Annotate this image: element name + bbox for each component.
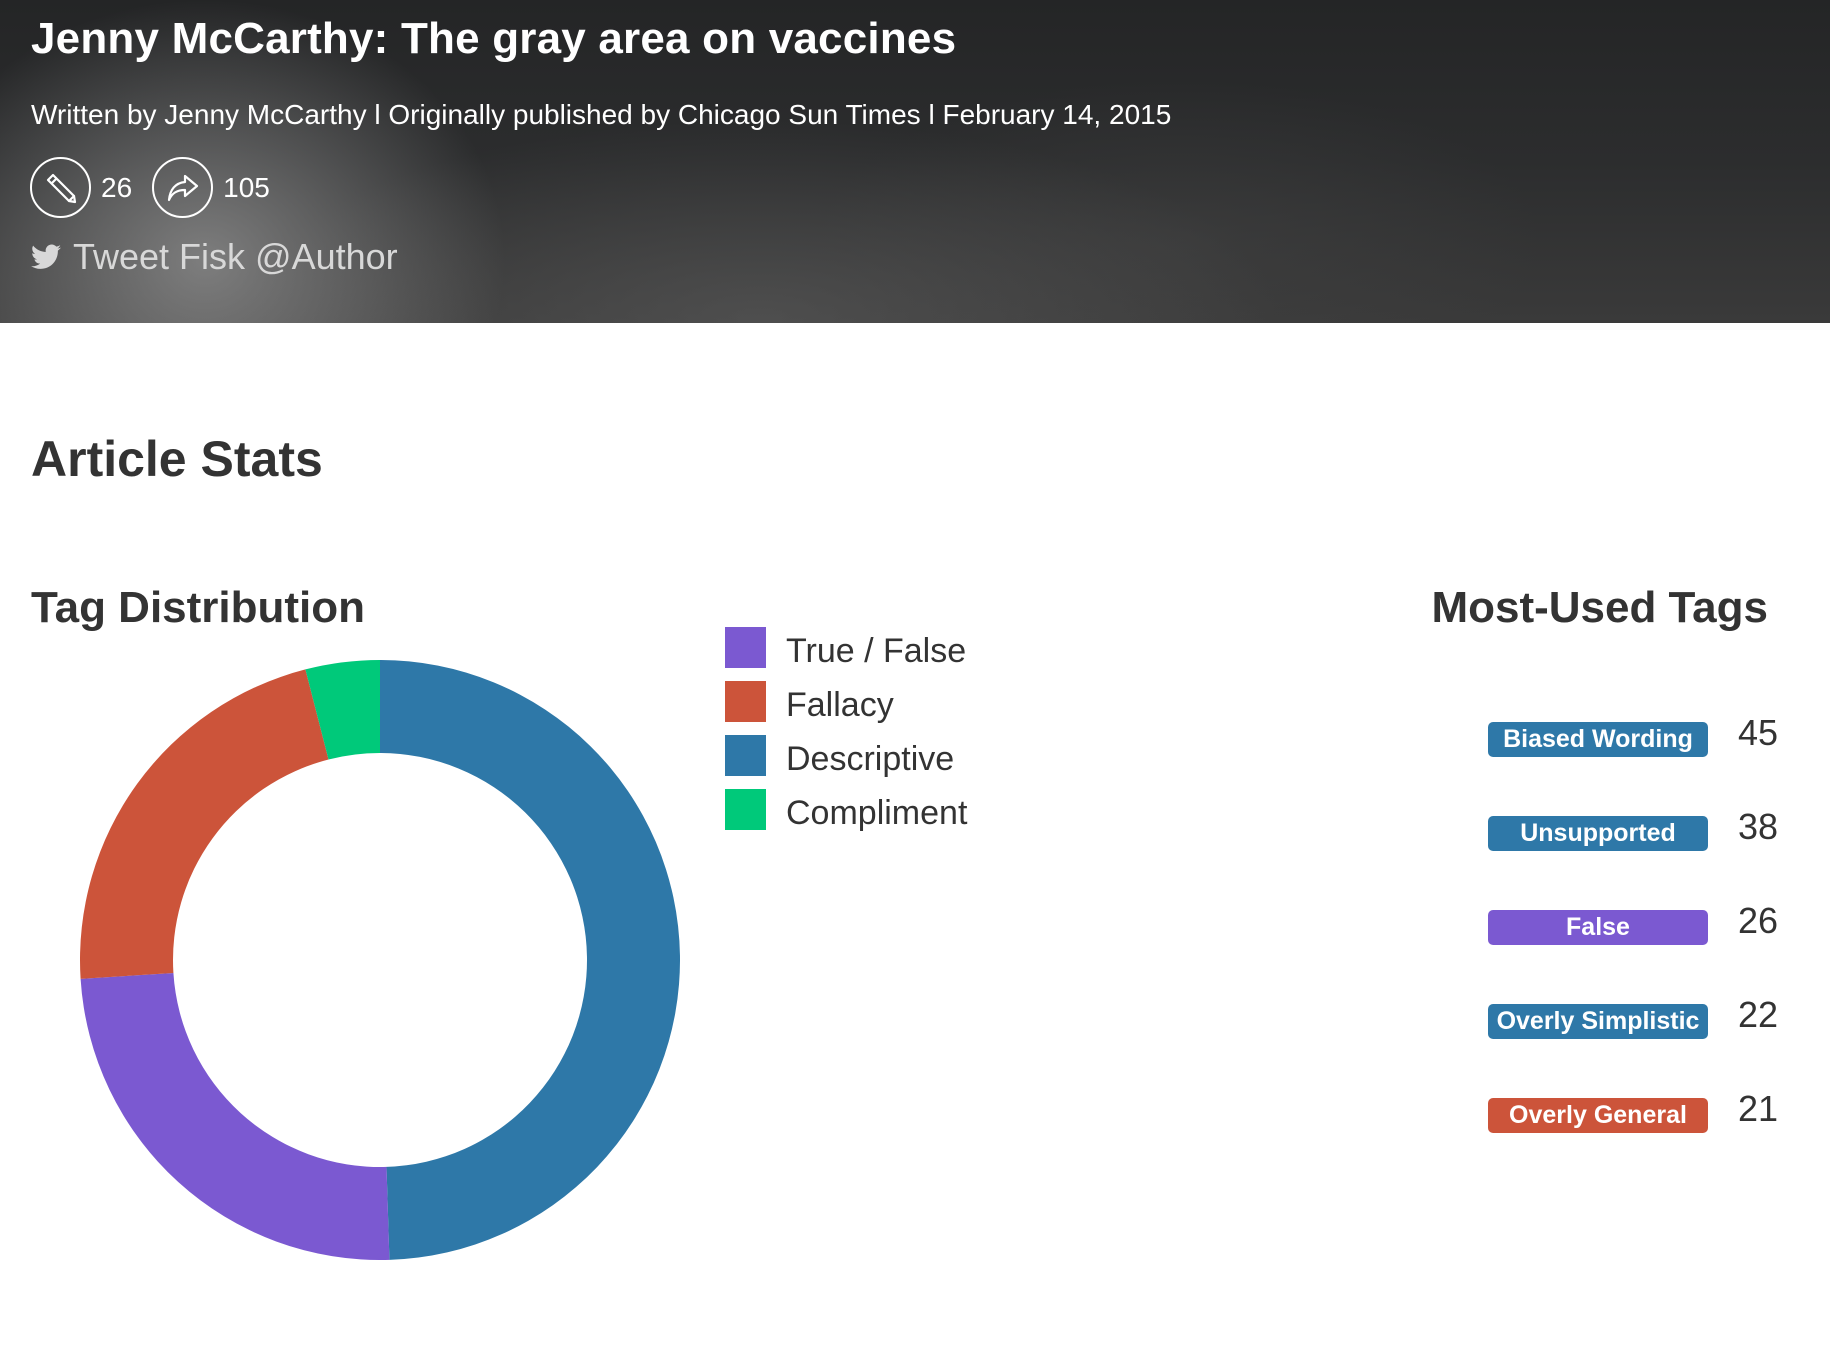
- tag-row: Unsupported 38: [1488, 786, 1778, 880]
- byline-author: Written by Jenny McCarthy: [31, 99, 367, 130]
- tweet-link-label: Tweet Fisk @Author: [73, 236, 398, 277]
- legend-label: Compliment: [786, 793, 968, 832]
- tag-badge[interactable]: Overly Simplistic: [1488, 1003, 1708, 1039]
- donut-slice-compliment[interactable]: [305, 660, 380, 760]
- legend-swatch: [725, 734, 766, 776]
- legend-item: Fallacy: [725, 674, 967, 728]
- legend-item: Descriptive: [725, 728, 967, 782]
- tag-count: 21: [1737, 1088, 1778, 1129]
- tag-count: 26: [1737, 900, 1778, 941]
- tag-count: 45: [1737, 712, 1778, 753]
- tweet-author-link[interactable]: Tweet Fisk @Author: [31, 236, 398, 278]
- pencil-icon: [46, 173, 76, 203]
- donut-slice-true-false[interactable]: [80, 972, 390, 1260]
- edits-button[interactable]: [30, 157, 91, 218]
- tag-distribution-donut-chart: [80, 660, 680, 1260]
- legend-swatch: [725, 788, 766, 830]
- tag-row: False 26: [1488, 880, 1778, 974]
- legend-swatch: [725, 680, 766, 722]
- tag-distribution-legend: True / False Fallacy Descriptive Compliment: [725, 620, 967, 836]
- most-used-tags-heading: Most-Used Tags: [1431, 583, 1768, 632]
- tag-row: Overly General 21: [1488, 1068, 1778, 1162]
- article-byline: Written by Jenny McCarthy l Originally p…: [31, 99, 1171, 131]
- byline-date: February 14, 2015: [942, 99, 1172, 130]
- donut-slice-descriptive[interactable]: [380, 660, 680, 1260]
- article-title: Jenny McCarthy: The gray area on vaccine…: [31, 14, 957, 63]
- tag-row: Overly Simplistic 22: [1488, 974, 1778, 1068]
- byline-separator: l: [928, 99, 935, 130]
- article-header: Jenny McCarthy: The gray area on vaccine…: [0, 0, 1830, 323]
- legend-item: Compliment: [725, 782, 967, 836]
- tag-badge[interactable]: False: [1488, 909, 1708, 945]
- legend-label: True / False: [786, 631, 967, 670]
- byline-publisher: Originally published by Chicago Sun Time…: [388, 99, 921, 130]
- edits-count: 26: [101, 171, 133, 203]
- tag-count: 22: [1737, 994, 1778, 1035]
- article-stats-row: 26 105: [30, 157, 290, 218]
- tag-distribution-heading: Tag Distribution: [31, 583, 366, 632]
- legend-item: True / False: [725, 620, 967, 674]
- donut-slice-fallacy[interactable]: [80, 669, 329, 979]
- tag-badge[interactable]: Biased Wording: [1488, 721, 1708, 757]
- most-used-tags-list: Biased Wording 45 Unsupported 38 False 26 Over…: [1488, 692, 1778, 1162]
- share-icon: [167, 174, 198, 201]
- tag-row: Biased Wording 45: [1488, 692, 1778, 786]
- legend-swatch: [725, 626, 766, 668]
- article-stats-heading: Article Stats: [31, 431, 323, 487]
- twitter-icon: [31, 244, 61, 269]
- legend-label: Fallacy: [786, 685, 894, 724]
- byline-separator: l: [374, 99, 381, 130]
- shares-count: 105: [223, 171, 270, 203]
- legend-label: Descriptive: [786, 739, 955, 778]
- shares-button[interactable]: [152, 157, 214, 218]
- tag-badge[interactable]: Unsupported: [1488, 815, 1708, 851]
- tag-badge[interactable]: Overly General: [1488, 1097, 1708, 1133]
- tag-count: 38: [1737, 806, 1778, 847]
